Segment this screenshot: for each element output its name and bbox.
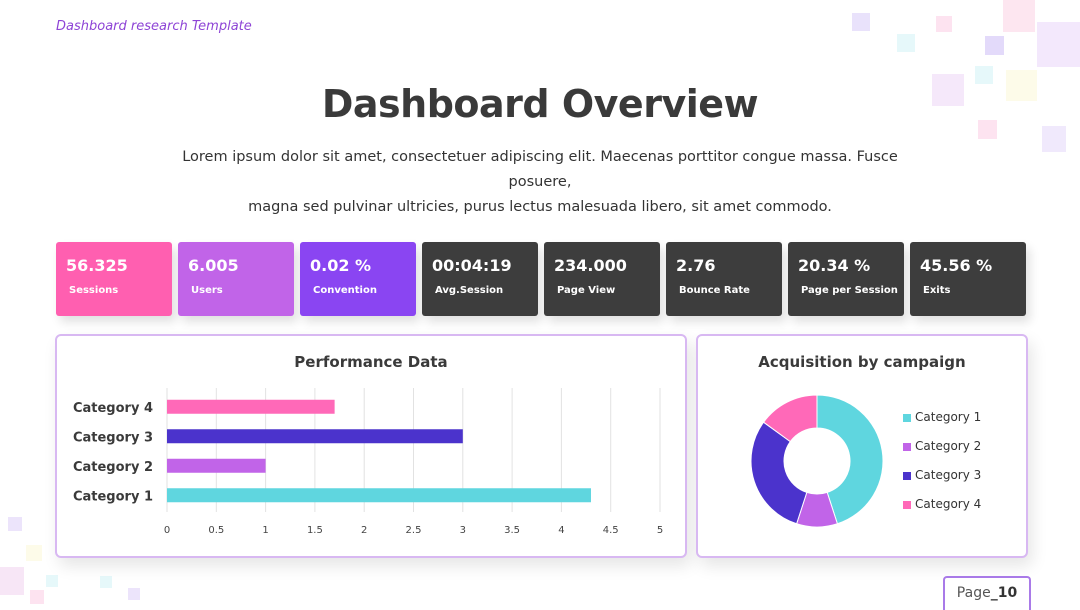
kpi-card-sessions: 56.325 Sessions [56,242,172,316]
decor-square [975,66,993,84]
bar-category-4 [167,399,335,414]
decor-square [1006,70,1037,101]
x-tick-label: 4 [558,525,564,536]
x-tick-label: 5 [657,525,663,536]
x-tick-label: 0 [164,525,170,536]
page-number-badge: Page_10 [943,576,1031,610]
legend-item: Category 4 [903,497,981,511]
x-tick-label: 1.5 [307,525,323,536]
x-tick-label: 3.5 [504,525,520,536]
kpi-value: 45.56 % [920,256,993,275]
performance-panel: Performance Data 0 0.5 1 1.5 2 2.5 3 3.5 4 4.5 5 Ca… [55,334,687,558]
bar-category-2 [167,458,266,473]
kpi-card-bounce-rate: 2.76 Bounce Rate [666,242,782,316]
decor-square [897,34,915,52]
decor-square [1003,0,1035,32]
decor-square [978,120,997,139]
slice-category-1 [816,394,884,525]
decor-square [852,13,870,31]
kpi-value: 20.34 % [798,256,871,275]
kpi-value: 2.76 [676,256,716,275]
kpi-card-users: 6.005 Users [178,242,294,316]
legend-swatch [903,500,911,509]
legend-item: Category 3 [903,468,981,482]
kpi-label: Convention [313,285,377,296]
x-tick-label: 4.5 [603,525,619,536]
kpi-label: Users [191,285,223,296]
kpi-value: 00:04:19 [432,256,512,275]
x-tick-label: 2.5 [406,525,422,536]
bar-category-3 [167,429,463,444]
x-tick-label: 2 [361,525,367,536]
acquisition-donut-chart [750,394,884,528]
decor-square [46,575,58,587]
acquisition-panel: Acquisition by campaign Category 1 Catego… [696,334,1028,558]
performance-bar-chart: 0 0.5 1 1.5 2 2.5 3 3.5 4 4.5 5 Category 1 Category … [73,388,663,536]
legend-label: Category 4 [915,497,982,511]
kpi-label: Avg.Session [435,285,504,296]
decor-square [0,567,24,595]
category-label: Category 4 [73,401,153,416]
decor-square [1037,22,1080,67]
kpi-label: Bounce Rate [679,285,750,296]
kpi-card-page-view: 234.000 Page View [544,242,660,316]
legend-item: Category 1 [903,410,981,424]
kpi-label: Page per Session [801,285,898,296]
decor-square [30,590,44,604]
kpi-card-page-per-session: 20.34 % Page per Session [788,242,904,316]
subtitle-line-1: Lorem ipsum dolor sit amet, consectetuer… [182,149,898,190]
page-subtitle: Lorem ipsum dolor sit amet, consectetuer… [160,145,920,220]
kpi-value: 234.000 [554,256,627,275]
decor-square [100,576,112,588]
slice-category-3 [750,421,808,525]
legend-swatch [903,442,911,451]
decor-square [26,545,42,561]
kpi-card-convention: 0.02 % Convention [300,242,416,316]
kpi-value: 6.005 [188,256,239,275]
decor-square [1042,126,1066,152]
page-number: _10 [990,585,1018,601]
acquisition-chart-title: Acquisition by campaign [758,353,966,371]
legend-label: Category 2 [915,439,982,453]
slice-category-4 [762,394,818,443]
decor-square [8,517,22,531]
legend-label: Category 3 [915,468,982,482]
decor-square [932,74,964,106]
kpi-value: 56.325 [66,256,128,275]
performance-chart-title: Performance Data [294,353,448,371]
legend-swatch [903,413,911,422]
template-label: Dashboard research Template [56,19,252,34]
page-prefix: Page [956,585,991,601]
x-tick-label: 1 [262,525,268,536]
legend-label: Category 1 [915,410,982,424]
page-title: Dashboard Overview [321,82,759,126]
kpi-card-exits: 45.56 % Exits [910,242,1026,316]
category-label: Category 2 [73,460,153,475]
bar-category-1 [167,488,591,503]
decor-square [985,36,1004,55]
category-label: Category 3 [73,430,153,445]
x-tick-label: 3 [460,525,466,536]
kpi-label: Exits [923,285,951,296]
decor-square [936,16,952,32]
legend-swatch [903,471,911,480]
kpi-card-avg-session: 00:04:19 Avg.Session [422,242,538,316]
kpi-label: Sessions [69,285,119,296]
legend-item: Category 2 [903,439,981,453]
decor-square [128,588,140,600]
category-label: Category 1 [73,489,153,504]
x-tick-label: 0.5 [208,525,224,536]
kpi-label: Page View [557,285,616,296]
subtitle-line-2: magna sed pulvinar ultricies, purus lect… [248,199,832,215]
kpi-value: 0.02 % [310,256,372,275]
